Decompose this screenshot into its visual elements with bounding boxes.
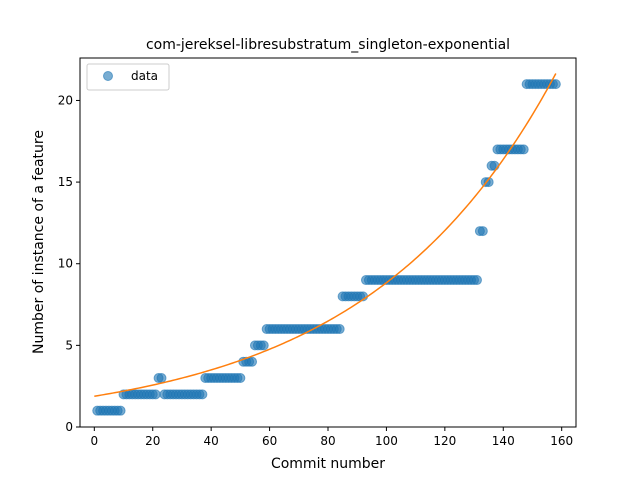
- data-point: [550, 79, 561, 90]
- x-tick-label: 140: [492, 434, 515, 448]
- fit-line: [94, 73, 557, 397]
- x-tick-label: 20: [145, 434, 160, 448]
- data-point: [518, 144, 529, 155]
- data-point: [156, 373, 167, 384]
- data-point: [258, 340, 269, 351]
- y-tick-label: 0: [65, 420, 73, 434]
- y-tick-label: 10: [58, 257, 73, 271]
- y-axis-label: Number of instance of a feature: [31, 130, 47, 354]
- x-tick-label: 60: [262, 434, 277, 448]
- fit-line-layer: [94, 73, 557, 397]
- legend: data: [86, 63, 170, 91]
- x-axis-ticks: 0 20 40 60 80 100 120 140 160: [90, 427, 573, 448]
- data-point: [115, 405, 126, 416]
- data-point: [483, 177, 494, 188]
- data-point: [150, 389, 161, 400]
- x-tick-label: 0: [90, 434, 98, 448]
- y-axis-ticks: 0 5 10 15 20: [58, 93, 80, 434]
- legend-label-data: data: [131, 69, 158, 83]
- x-axis-label: Commit number: [271, 456, 385, 472]
- x-tick-label: 80: [320, 434, 335, 448]
- legend-marker-data: [103, 71, 113, 81]
- data-point: [235, 373, 246, 384]
- y-tick-label: 15: [58, 175, 73, 189]
- data-point: [197, 389, 208, 400]
- data-point: [471, 275, 482, 286]
- legend-box: [86, 63, 170, 91]
- chart-title: com-jereksel-libresubstratum_singleton-e…: [146, 37, 510, 53]
- data-point: [477, 226, 488, 237]
- y-tick-label: 20: [58, 93, 73, 107]
- x-tick-label: 40: [204, 434, 219, 448]
- data-point: [334, 324, 345, 335]
- x-tick-label: 100: [375, 434, 398, 448]
- x-tick-label: 160: [550, 434, 573, 448]
- x-tick-label: 120: [433, 434, 456, 448]
- data-point: [489, 160, 500, 171]
- y-tick-label: 5: [65, 338, 73, 352]
- data-point: [247, 356, 258, 367]
